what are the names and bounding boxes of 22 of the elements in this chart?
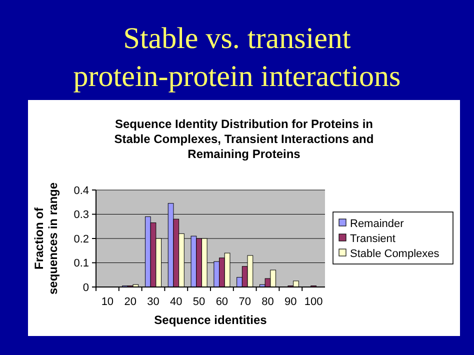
y-tick-label: 0.4 xyxy=(74,184,89,197)
x-tick-label: 40 xyxy=(170,296,182,308)
y-tick-label: 0.3 xyxy=(74,209,89,222)
legend-label: Transient xyxy=(350,232,396,245)
y-tick-label: 0.1 xyxy=(74,258,89,270)
x-tick-label: 80 xyxy=(262,296,274,308)
x-tick-label: 100 xyxy=(304,296,323,308)
legend-label: Remainder xyxy=(350,218,404,230)
x-tick-label: 60 xyxy=(216,296,228,308)
x-tick-label: 90 xyxy=(284,296,297,308)
x-tick-label: 50 xyxy=(192,296,206,308)
y-tick-label: 0.2 xyxy=(74,233,89,246)
x-axis-title: Sequence identities xyxy=(154,313,268,327)
x-tick-label: 70 xyxy=(238,296,251,308)
chart-title: Stable vs. transient protein-protein interactions xyxy=(73,22,401,93)
chart-subtitle: Sequence Identity Distribution for Proteins in Stable Complexes, Transient Interactions and Remaining Proteins xyxy=(114,117,374,161)
legend-label: Stable Complexes xyxy=(350,248,440,260)
y-axis-title: Fraction of sequences in range xyxy=(32,182,60,295)
x-tick-label: 30 xyxy=(147,296,160,308)
y-tick-label: 0 xyxy=(82,282,89,294)
x-tick-label: 10 xyxy=(101,296,114,308)
x-tick-label: 20 xyxy=(124,296,136,308)
